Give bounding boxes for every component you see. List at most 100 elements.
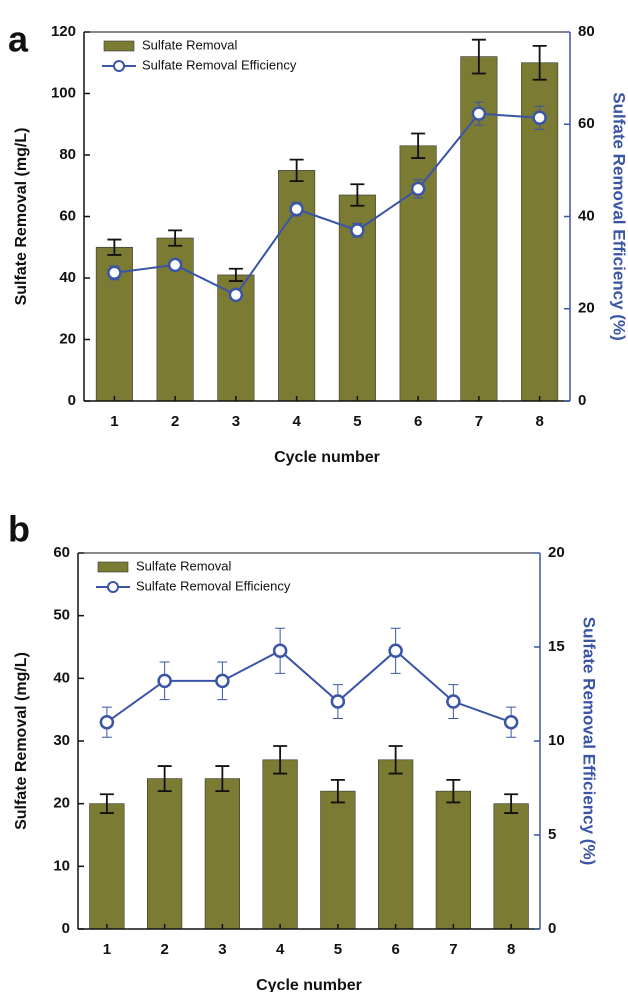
line [114, 112, 540, 297]
y-tick-label: 50 [53, 607, 70, 624]
x-tick-label: 8 [507, 941, 515, 958]
x-tick-label: 3 [232, 413, 240, 430]
bar [320, 790, 356, 930]
x-tick-label: 2 [160, 941, 168, 958]
marker [289, 201, 304, 217]
y-tick-label: 20 [59, 330, 76, 347]
x-axis-title: Cycle number [274, 449, 380, 466]
legend-label: Sulfate Removal [142, 37, 237, 52]
error-bar [168, 229, 183, 247]
legend-swatch [103, 40, 135, 52]
x-tick-label: 7 [449, 941, 457, 958]
bar [89, 803, 125, 930]
y2-tick-label: 80 [578, 23, 595, 40]
marker [99, 714, 115, 730]
y-tick-label: 60 [59, 207, 76, 224]
error-bar [504, 793, 519, 814]
error-bar [471, 38, 486, 75]
y-tick-label: 0 [68, 392, 76, 409]
marker [330, 694, 346, 709]
error-bar [330, 778, 345, 804]
x-tick-label: 7 [475, 413, 483, 430]
y2-tick-label: 5 [548, 826, 556, 843]
y-axis-title: Sulfate Removal (mg/L) [13, 652, 30, 830]
x-tick-label: 6 [414, 413, 422, 430]
marker [167, 257, 183, 273]
y-tick-label: 120 [51, 23, 76, 40]
y2-axis-title: Sulfate Removal Efficiency (%) [610, 92, 628, 340]
error-bar [215, 765, 230, 793]
error-bar [350, 183, 365, 207]
marker [503, 714, 519, 730]
y-tick-label: 0 [62, 920, 70, 937]
x-tick-label: 2 [171, 413, 179, 430]
marker [471, 106, 487, 121]
y-tick-label: 40 [53, 669, 70, 686]
legend-swatch [97, 561, 129, 573]
bar [435, 790, 471, 930]
error-bar [273, 745, 288, 775]
y-tick-label: 80 [59, 146, 76, 163]
y2-tick-label: 40 [578, 207, 595, 224]
error-bar [532, 44, 547, 81]
marker [350, 223, 365, 238]
marker [446, 694, 461, 709]
error-bar [157, 765, 172, 793]
y-tick-label: 40 [59, 269, 76, 286]
x-tick-label: 4 [276, 941, 285, 958]
error-bar [99, 793, 114, 814]
error-bar [289, 158, 304, 183]
marker [107, 265, 122, 281]
panel-label: b [8, 509, 30, 550]
y2-tick-label: 20 [578, 300, 595, 317]
error-bar [388, 745, 403, 775]
x-tick-label: 5 [334, 941, 342, 958]
legend-label: Sulfate Removal Efficiency [142, 57, 297, 72]
y2-tick-label: 60 [578, 115, 595, 132]
marker [410, 181, 426, 197]
y-tick-label: 30 [53, 732, 70, 749]
y-tick-label: 10 [53, 857, 70, 874]
error-bar [411, 132, 426, 159]
y-tick-label: 100 [51, 84, 76, 101]
bar [204, 778, 241, 930]
x-axis-title: Cycle number [256, 977, 362, 992]
marker [272, 643, 288, 659]
y2-tick-label: 20 [548, 544, 565, 561]
legend-marker [107, 581, 119, 593]
y-tick-label: 60 [53, 544, 70, 561]
marker [388, 643, 403, 659]
marker [532, 110, 547, 126]
error-bar [107, 238, 122, 256]
x-tick-label: 6 [391, 941, 399, 958]
y2-tick-label: 0 [548, 920, 556, 937]
x-tick-label: 5 [353, 413, 361, 430]
y-axis-title: Sulfate Removal (mg/L) [13, 128, 30, 306]
error-bar [446, 778, 461, 804]
legend-label: Sulfate Removal Efficiency [136, 578, 291, 593]
x-tick-label: 4 [292, 413, 301, 430]
panel-label: a [8, 19, 29, 60]
bar [493, 803, 529, 930]
error-bar [228, 267, 243, 282]
bar [262, 759, 298, 930]
y2-tick-label: 15 [548, 638, 565, 655]
y-tick-label: 20 [53, 795, 70, 812]
y2-tick-label: 0 [578, 392, 586, 409]
legend-label: Sulfate Removal [136, 558, 231, 573]
x-tick-label: 1 [103, 941, 111, 958]
x-tick-label: 8 [535, 413, 543, 430]
line [106, 649, 512, 724]
bar [377, 759, 414, 930]
y2-tick-label: 10 [548, 732, 565, 749]
marker [157, 673, 172, 689]
marker [228, 287, 244, 303]
legend-marker [113, 60, 125, 72]
bar [147, 778, 183, 930]
y2-axis-title: Sulfate Removal Efficiency (%) [580, 617, 599, 865]
x-tick-label: 1 [110, 413, 118, 430]
x-tick-label: 3 [218, 941, 226, 958]
marker [215, 673, 230, 689]
